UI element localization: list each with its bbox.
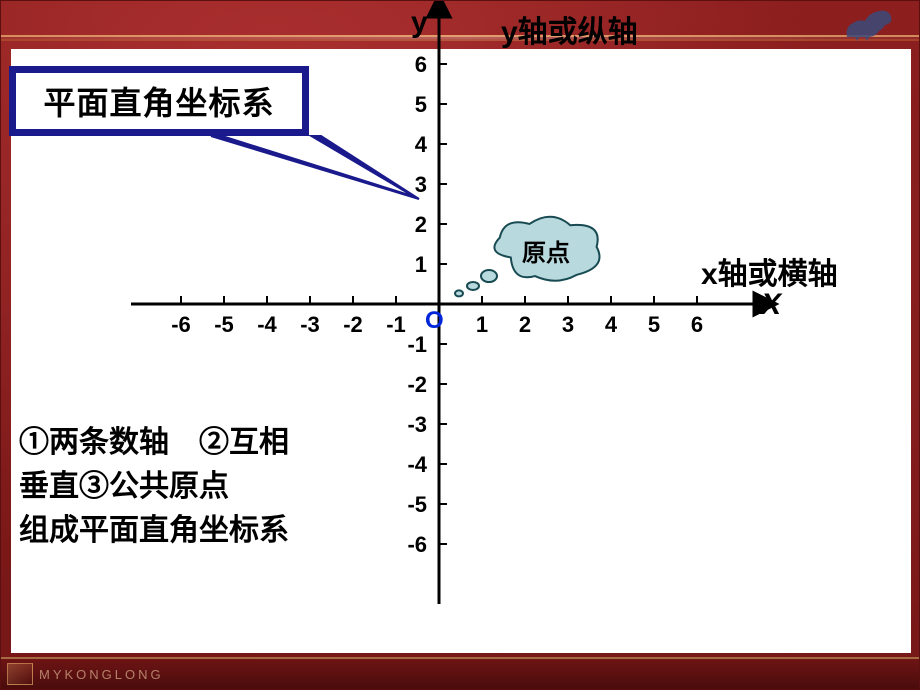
body-line-1: ①两条数轴 ②互相 (19, 421, 419, 465)
body-line-3: 组成平面直角坐标系 (19, 509, 419, 553)
callout-text: 平面直角坐标系 (43, 78, 274, 124)
slide-root: -6-5-4-3-2-1123456-6-5-4-3-2-1123456OXy … (0, 0, 920, 690)
body-text-block: ①两条数轴 ②互相 垂直③公共原点 组成平面直角坐标系 (19, 421, 419, 553)
origin-bubble-label: 原点 (491, 219, 601, 281)
footer-bar: MYKONGLONG (1, 657, 919, 689)
callout-box: 平面直角坐标系 (9, 66, 309, 136)
footer-icon (7, 663, 33, 685)
body-line-2: 垂直③公共原点 (19, 465, 419, 509)
footer-text: MYKONGLONG (39, 667, 164, 682)
